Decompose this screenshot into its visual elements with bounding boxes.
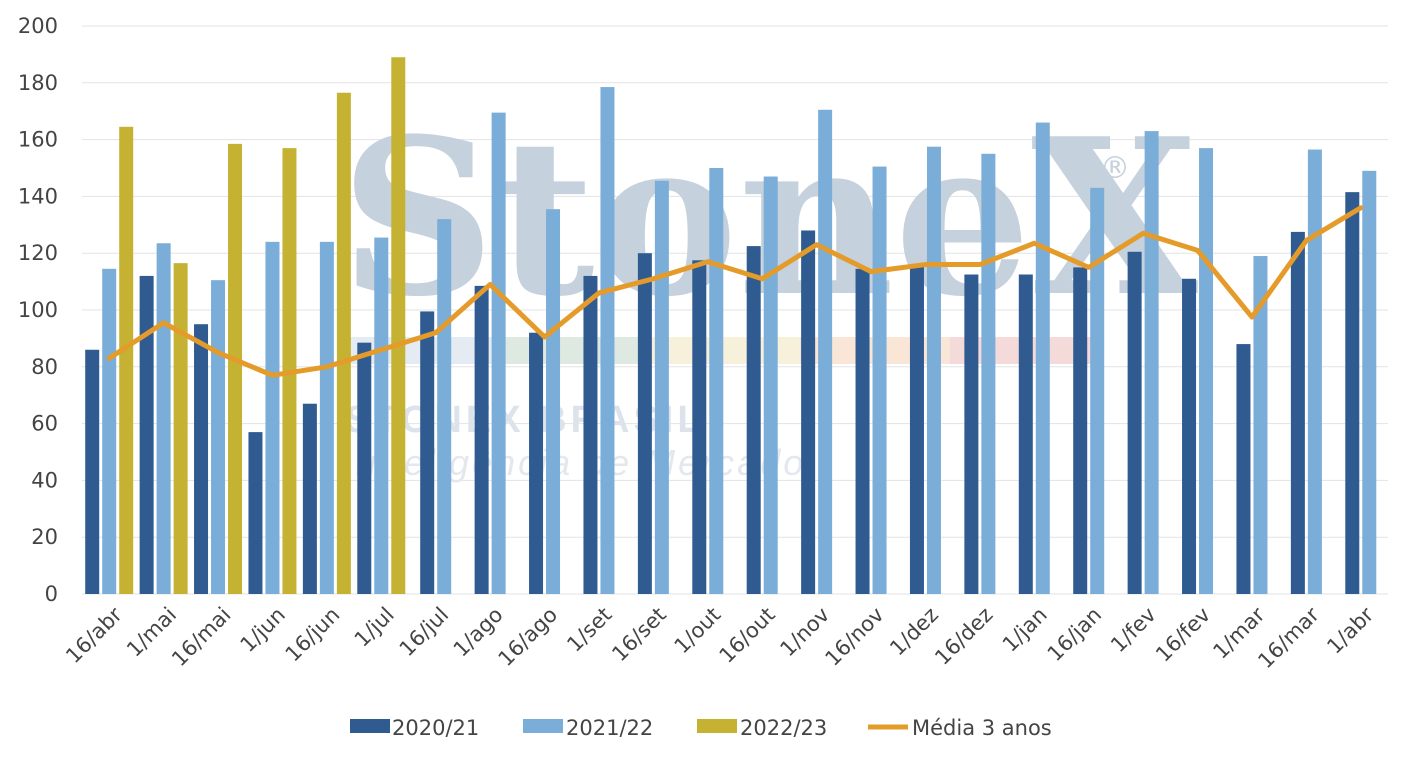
bar [248, 432, 263, 594]
bar [818, 109, 833, 594]
bar [319, 241, 334, 594]
legend-label: Média 3 anos [912, 716, 1052, 740]
y-tick-label: 160 [18, 128, 58, 152]
bar [529, 332, 544, 594]
bar [437, 219, 452, 594]
y-tick-label: 200 [18, 14, 58, 38]
bar [546, 209, 561, 594]
bar [981, 153, 996, 595]
bar [692, 260, 707, 594]
bar [637, 253, 652, 594]
bar [872, 166, 887, 594]
y-tick-label: 180 [18, 71, 58, 95]
x-tick-label: 16/jul [395, 603, 454, 662]
y-tick-label: 0 [45, 582, 58, 606]
watermark-registered-mark: ® [1100, 151, 1130, 186]
legend-swatch [697, 719, 737, 733]
x-tick-label: 16/jun [281, 603, 345, 667]
bar [709, 168, 724, 594]
bar [265, 241, 280, 594]
bar [1035, 122, 1050, 594]
bar [801, 230, 816, 595]
bar [1290, 231, 1305, 594]
bar [746, 246, 761, 594]
bar [139, 275, 154, 594]
bar [336, 92, 351, 595]
y-tick-label: 80 [31, 355, 58, 379]
bar [926, 146, 941, 594]
bar [964, 274, 979, 594]
series-line [106, 205, 1364, 378]
bar [1345, 192, 1360, 594]
bar [156, 243, 171, 594]
x-tick-label: 16/dez [930, 603, 997, 670]
bar [374, 237, 389, 594]
bar [583, 275, 598, 594]
bar [1362, 170, 1377, 594]
bar [211, 280, 226, 594]
legend-label: 2021/22 [566, 716, 653, 740]
bar [1253, 256, 1268, 594]
bar [102, 268, 117, 594]
bar [763, 176, 778, 594]
gridlines [82, 25, 1388, 595]
y-axis: 0 20 40 60 80 100 120 140 160 180 200 [18, 14, 58, 606]
y-tick-label: 60 [31, 412, 58, 436]
bar [1018, 274, 1033, 594]
x-tick-label: 16/mai [167, 603, 236, 672]
x-tick-label: 16/set [607, 603, 671, 667]
bar [420, 311, 435, 594]
average-line [106, 205, 1364, 378]
bars [85, 57, 1377, 595]
x-tick-label: 16/ago [494, 603, 562, 671]
bar [855, 268, 870, 594]
y-tick-label: 120 [18, 241, 58, 265]
bar [173, 263, 188, 594]
bar [357, 342, 372, 594]
bar [1199, 148, 1214, 594]
x-tick-label: 16/fev [1151, 603, 1215, 667]
x-tick-label: 16/jan [1043, 603, 1107, 667]
bar [391, 57, 406, 595]
bar [1236, 344, 1251, 594]
x-tick-label: 16/out [715, 603, 780, 668]
bar [119, 126, 134, 594]
bar [1182, 278, 1197, 594]
bar [600, 87, 615, 594]
x-tick-label: 1/abr [1322, 602, 1378, 658]
bar [1144, 131, 1159, 594]
x-tick-label: 16/nov [820, 603, 888, 671]
bar [491, 112, 506, 595]
bar [474, 285, 489, 594]
bar [909, 264, 924, 594]
y-tick-label: 40 [31, 468, 58, 492]
x-tick-label: 1/jul [350, 603, 399, 652]
bar [1090, 187, 1105, 594]
bar [302, 403, 317, 594]
y-tick-label: 100 [18, 298, 58, 322]
legend-label: 2022/23 [740, 716, 827, 740]
y-tick-label: 140 [18, 184, 58, 208]
bar [85, 349, 100, 594]
bar [1307, 149, 1322, 595]
bar [654, 180, 669, 594]
legend-swatch [523, 719, 563, 733]
bar [194, 324, 209, 594]
legend-label: 2020/21 [392, 716, 479, 740]
watermark-stripe [500, 337, 650, 364]
legend: 2020/21 2021/22 2022/23 Média 3 anos [350, 716, 1052, 740]
bar [1073, 267, 1088, 594]
bar [1127, 251, 1142, 594]
legend-swatch [350, 719, 390, 733]
y-tick-label: 20 [31, 525, 58, 549]
x-tick-label: 16/mar [1253, 602, 1324, 673]
x-tick-label: 16/abr [61, 602, 127, 668]
bar [228, 143, 243, 595]
